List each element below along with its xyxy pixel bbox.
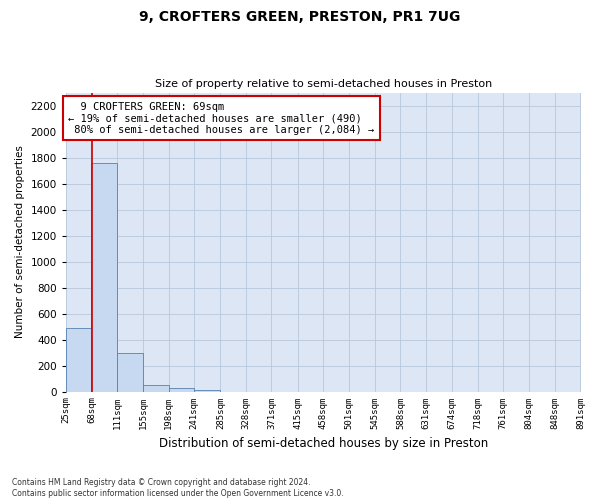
Title: Size of property relative to semi-detached houses in Preston: Size of property relative to semi-detach… <box>155 79 492 89</box>
Bar <box>91 163 117 392</box>
Text: 9, CROFTERS GREEN, PRESTON, PR1 7UG: 9, CROFTERS GREEN, PRESTON, PR1 7UG <box>139 10 461 24</box>
Bar <box>117 352 143 392</box>
Text: 9 CROFTERS GREEN: 69sqm
← 19% of semi-detached houses are smaller (490)
 80% of : 9 CROFTERS GREEN: 69sqm ← 19% of semi-de… <box>68 102 374 134</box>
Bar <box>194 390 220 392</box>
Text: Contains HM Land Registry data © Crown copyright and database right 2024.
Contai: Contains HM Land Registry data © Crown c… <box>12 478 344 498</box>
Bar <box>169 388 194 392</box>
Y-axis label: Number of semi-detached properties: Number of semi-detached properties <box>15 146 25 338</box>
Bar <box>66 328 91 392</box>
X-axis label: Distribution of semi-detached houses by size in Preston: Distribution of semi-detached houses by … <box>158 437 488 450</box>
Bar <box>143 385 169 392</box>
